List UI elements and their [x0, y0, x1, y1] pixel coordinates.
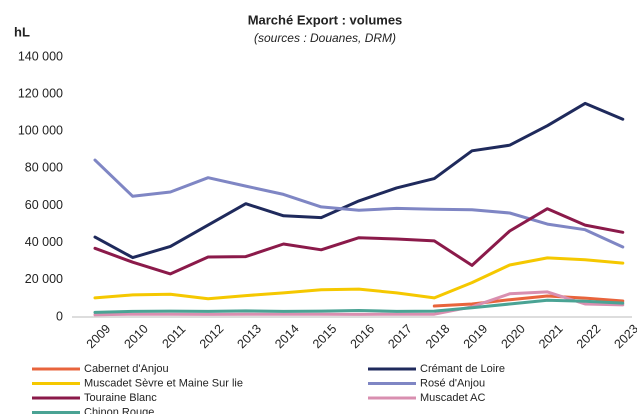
legend-label: Muscadet Sèvre et Maine Sur lie	[84, 377, 243, 389]
x-tick-label: 2023	[612, 322, 637, 352]
x-tick-label: 2017	[385, 322, 415, 352]
y-tick-label: 0	[56, 309, 63, 323]
y-tick-label: 120 000	[18, 86, 63, 100]
y-tick-label: 100 000	[18, 124, 63, 138]
x-tick-label: 2016	[348, 322, 378, 352]
y-tick-label: 60 000	[25, 198, 63, 212]
legend-label: Touraine Blanc	[84, 392, 157, 404]
legend-label: Rosé d'Anjou	[420, 377, 485, 389]
legend-label: Crémant de Loire	[420, 363, 505, 375]
x-tick-label: 2012	[197, 322, 227, 352]
series-line	[93, 298, 625, 314]
y-tick-label: 40 000	[25, 235, 63, 249]
chart-title: Marché Export : volumes	[248, 12, 403, 27]
x-tick-label: 2022	[574, 322, 604, 352]
x-tick-label: 2015	[310, 322, 340, 352]
x-tick-label: 2019	[461, 322, 491, 352]
x-tick-label: 2018	[423, 322, 453, 352]
series-line	[93, 158, 625, 249]
legend-label: Cabernet d'Anjou	[84, 363, 169, 375]
x-tick-label: 2020	[498, 322, 528, 352]
series-line	[93, 207, 625, 276]
x-tick-label: 2014	[272, 322, 302, 352]
chart-subtitle: (sources : Douanes, DRM)	[254, 31, 396, 45]
x-tick-label: 2021	[536, 322, 566, 352]
y-tick-label: 140 000	[18, 49, 63, 63]
x-tick-label: 2010	[121, 322, 151, 352]
y-tick-label: 20 000	[25, 272, 63, 286]
series-line	[93, 256, 625, 301]
y-tick-label: 80 000	[25, 161, 63, 175]
series-line	[93, 101, 625, 260]
series-line	[93, 290, 625, 317]
series-line	[432, 294, 625, 308]
legend-label: Chinon Rouge	[84, 406, 154, 414]
x-tick-label: 2009	[84, 322, 114, 352]
y-axis-label: hL	[14, 24, 30, 39]
legend-label: Muscadet AC	[420, 392, 485, 404]
x-tick-label: 2011	[159, 322, 188, 351]
x-tick-label: 2013	[235, 322, 265, 352]
